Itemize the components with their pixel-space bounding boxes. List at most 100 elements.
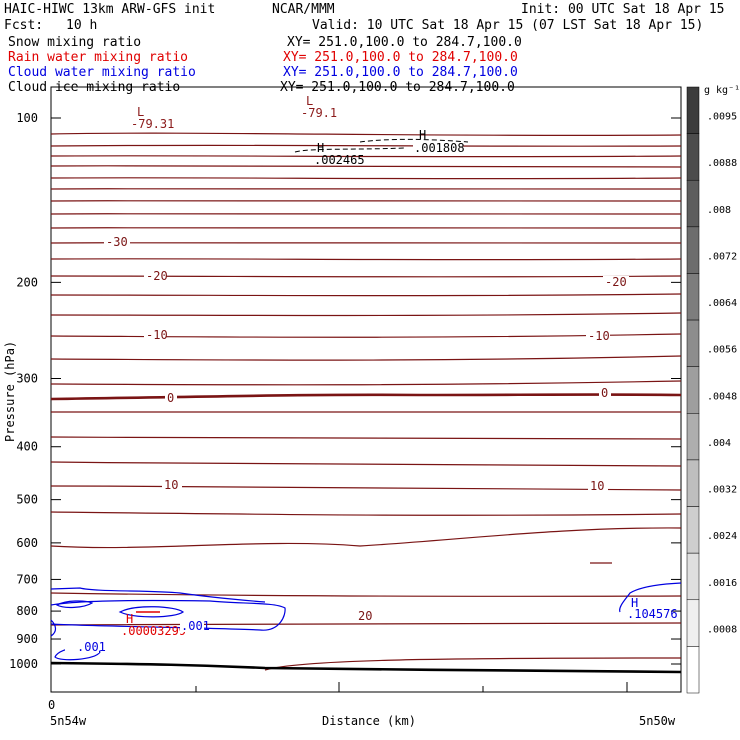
temperature-contour <box>50 132 682 137</box>
cloud-water-contour <box>118 606 185 618</box>
colorbar-label: .008 <box>707 205 731 216</box>
y-tick-label: 500 <box>16 493 38 507</box>
colorbar-swatch <box>686 226 700 274</box>
colorbar-swatch <box>686 459 700 507</box>
init-time: Init: 00 UTC Sat 18 Apr 15 <box>521 2 725 17</box>
colorbar-label: .0016 <box>707 578 737 589</box>
temperature-contour <box>50 200 682 202</box>
colorbar-label: .0072 <box>707 251 737 262</box>
cloud-water-contour <box>619 582 682 613</box>
temperature-label: 20 <box>358 609 372 623</box>
x-tick-label: 0 <box>48 698 55 712</box>
y-tick-label: 400 <box>16 440 38 454</box>
colorbar-label: .0032 <box>707 485 737 496</box>
cloud-water-label: .001 <box>77 640 106 654</box>
high-value: .001808 <box>414 141 465 155</box>
temperature-contour <box>50 436 682 440</box>
colorbar-swatch <box>686 413 700 461</box>
x-end-label: 5n50w <box>639 714 676 728</box>
high-value: .104576 <box>627 607 678 621</box>
colorbar-label: .0056 <box>707 345 737 356</box>
temperature-contour <box>50 275 682 278</box>
y-tick-label: 100 <box>16 111 38 125</box>
colorbar-label: .004 <box>707 438 731 449</box>
colorbar: .0095 .0088 .008 .0072 .0064 .0056 .0048 .004 .0… <box>686 86 737 694</box>
temperature-contour <box>50 144 682 147</box>
y-axis-ticks <box>51 117 681 665</box>
temperature-label: -10 <box>588 329 610 343</box>
cloud-water-contour <box>50 599 286 631</box>
terrain-surface <box>50 661 682 674</box>
temperature-contour <box>50 155 682 158</box>
temperature-label: -20 <box>605 275 627 289</box>
temperature-contour <box>50 527 682 549</box>
cloud-water-label: .001 <box>181 619 210 633</box>
temperature-contour <box>264 657 682 671</box>
colorbar-swatch <box>686 133 700 181</box>
cloud-ice-contours <box>294 138 469 153</box>
colorbar-swatch <box>686 599 700 647</box>
y-tick-label: 900 <box>16 632 38 646</box>
field-xy-cloud-water: XY= 251.0,100.0 to 284.7,100.0 <box>283 65 518 80</box>
org-label: NCAR/MMM <box>272 2 335 17</box>
temperature-contour <box>50 312 682 317</box>
cloud-ice-contour <box>294 147 406 153</box>
temperature-label: 0 <box>601 386 608 400</box>
x-start-label: 5n54w <box>50 714 87 728</box>
colorbar-label: .0088 <box>707 158 737 169</box>
temperature-contour <box>50 511 682 516</box>
temperature-contour <box>50 485 682 491</box>
colorbar-swatch <box>686 273 700 321</box>
colorbar-unit: g kg⁻¹ <box>704 85 740 96</box>
temperature-label: -20 <box>146 269 168 283</box>
forecast-label: Fcst: <box>4 18 44 33</box>
temperature-labels: -30 -20 -20 -10 -10 0 0 10 10 20 <box>104 235 629 623</box>
high-value: .00003299 <box>121 624 186 638</box>
high-symbol: H <box>631 596 638 610</box>
temperature-contour <box>50 227 682 229</box>
temperature-contour <box>50 177 682 180</box>
colorbar-swatch <box>686 506 700 554</box>
colorbar-swatch <box>686 646 700 694</box>
temperature-contour <box>50 188 682 190</box>
temperature-contour <box>50 380 682 386</box>
field-xy-snow: XY= 251.0,100.0 to 284.7,100.0 <box>287 35 522 50</box>
colorbar-swatch <box>686 86 700 134</box>
plot-frame <box>50 86 682 693</box>
colorbar-swatch <box>686 552 700 601</box>
temperature-contour <box>50 258 682 261</box>
x-axis-ticks <box>50 682 628 692</box>
y-axis-labels: 100 200 300 400 500 600 700 800 900 1000 <box>9 111 38 671</box>
y-tick-label: 300 <box>16 372 38 386</box>
colorbar-swatch <box>686 319 700 367</box>
field-xy-rain: XY= 251.0,100.0 to 284.7,100.0 <box>283 50 518 65</box>
y-tick-label: 200 <box>16 275 38 289</box>
temperature-contour <box>50 592 682 597</box>
colorbar-label: .0048 <box>707 391 737 402</box>
colorbar-label: .0024 <box>707 531 737 542</box>
temperature-label: -30 <box>106 235 128 249</box>
temperature-contour-zero <box>50 393 682 401</box>
temperature-contour <box>50 461 682 467</box>
field-name-snow: Snow mixing ratio <box>8 35 142 50</box>
y-tick-label: 600 <box>16 536 38 550</box>
field-name-cloud-water: Cloud water mixing ratio <box>8 65 196 80</box>
low-symbol: L <box>306 94 313 108</box>
forecast-value: 10 h <box>66 18 98 33</box>
temperature-contour <box>50 355 682 361</box>
cloud-ice-contour <box>359 138 469 143</box>
valid-time: Valid: 10 UTC Sat 18 Apr 15 (07 LST Sat … <box>312 18 704 33</box>
temperature-contour <box>50 165 682 168</box>
chart-title: HAIC-HIWC 13km ARW-GFS init <box>4 2 216 17</box>
cloud-water-contour <box>55 600 94 609</box>
cloud-water-contour <box>50 619 57 637</box>
high-symbol: H <box>317 141 324 155</box>
y-tick-label: 800 <box>16 604 38 618</box>
colorbar-swatch <box>686 179 700 228</box>
low-symbol: L <box>137 105 144 119</box>
high-symbol: H <box>126 612 133 626</box>
temperature-contour <box>50 242 682 244</box>
low-value: -79.1 <box>301 106 337 120</box>
y-tick-label: 1000 <box>9 657 38 671</box>
y-tick-label: 700 <box>16 572 38 586</box>
